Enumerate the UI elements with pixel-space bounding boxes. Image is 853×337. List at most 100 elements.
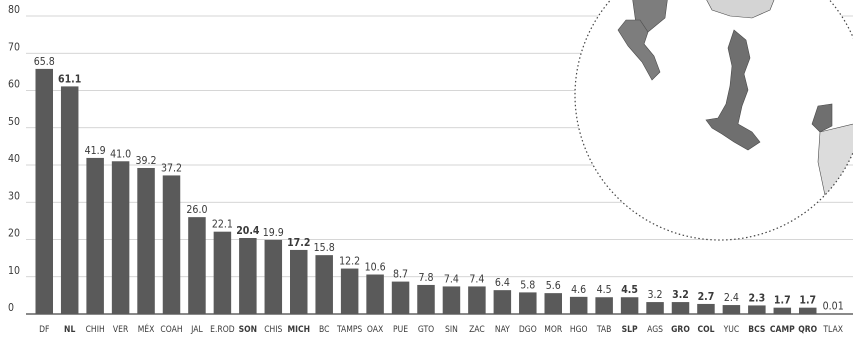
category-label: CAMP: [770, 325, 795, 335]
category-label: HGO: [570, 325, 588, 335]
bar-value-label: 61.1: [58, 73, 81, 85]
bar: [442, 286, 461, 314]
map-region: [705, 29, 761, 151]
bar: [366, 274, 384, 314]
bar: [35, 68, 53, 315]
bar: [239, 238, 257, 314]
category-label: CHIS: [264, 325, 282, 335]
y-tick-label: 0: [8, 302, 14, 314]
bar: [111, 161, 130, 314]
bar-value-label: 22.1: [212, 219, 233, 231]
bar-value-label: 5.8: [520, 279, 535, 291]
map-region: [703, 0, 777, 19]
y-tick-label: 30: [8, 190, 20, 202]
bar-value-label: 39.2: [136, 155, 157, 167]
category-label: QRO: [798, 325, 817, 335]
category-label: DGO: [519, 325, 537, 335]
bar-value-label: 7.4: [444, 273, 459, 285]
map-inset: [574, 0, 853, 241]
category-label: MÉX: [138, 323, 155, 335]
map-region: [617, 19, 661, 81]
bar: [493, 290, 512, 314]
bar: [391, 281, 410, 314]
category-label: SIN: [445, 325, 458, 335]
y-tick-label: 50: [8, 116, 20, 128]
category-label: MICH: [288, 325, 310, 335]
category-label: BC: [319, 325, 329, 335]
bar-value-label: 1.7: [774, 295, 791, 307]
bar-value-label: 2.3: [748, 292, 765, 304]
map-region: [811, 103, 833, 133]
bar: [799, 307, 817, 314]
y-tick-label: 10: [8, 265, 20, 277]
category-label: YUC: [723, 325, 740, 335]
category-label: GTO: [418, 325, 434, 335]
category-label: SLP: [622, 325, 638, 335]
category-label: ZAC: [469, 325, 485, 335]
bar: [620, 297, 639, 314]
bar: [86, 157, 104, 314]
bar: [417, 284, 435, 314]
bar: [340, 268, 359, 314]
y-tick-label: 70: [8, 41, 20, 53]
bar: [315, 255, 333, 314]
bar-value-label: 3.2: [648, 289, 663, 301]
bar-value-label: 26.0: [186, 204, 207, 216]
bar-value-label: 3.2: [672, 289, 689, 301]
bar: [213, 231, 232, 314]
bar: [188, 217, 206, 314]
bar-value-label: 4.5: [597, 284, 612, 296]
bar-value-label: 17.2: [287, 237, 310, 249]
category-label: AGS: [647, 325, 663, 335]
bar: [595, 297, 613, 314]
bar-value-label: 12.2: [339, 256, 360, 268]
bar: [748, 305, 766, 314]
bar: [824, 313, 842, 314]
bar-value-label: 41.9: [85, 145, 106, 157]
category-label: OAX: [367, 325, 383, 335]
bar: [773, 307, 792, 314]
bar-value-label: 5.6: [546, 280, 561, 292]
bar-value-label: 1.7: [799, 295, 816, 307]
bar-value-label: 41.0: [110, 148, 131, 160]
category-label: COL: [697, 325, 714, 335]
bar-value-label: 7.4: [469, 273, 484, 285]
category-label: NAY: [495, 325, 510, 335]
bar-value-label: 2.7: [698, 291, 715, 303]
bar: [646, 302, 664, 314]
bar-value-label: 20.4: [236, 225, 260, 237]
category-label: DF: [39, 325, 49, 335]
y-tick-label: 80: [8, 4, 20, 16]
bar: [137, 167, 155, 314]
bar: [722, 305, 741, 314]
category-label: GRO: [671, 325, 690, 335]
category-label: VER: [113, 325, 129, 335]
bar: [290, 249, 308, 314]
category-label: E.ROD: [210, 325, 235, 335]
bar-value-label: 37.2: [161, 162, 182, 174]
bar: [60, 86, 79, 314]
bar: [162, 175, 181, 314]
category-label: COAH: [160, 325, 182, 335]
y-tick-label: 60: [8, 79, 20, 91]
category-label: TLAX: [822, 325, 843, 335]
bar-value-label: 7.8: [418, 272, 433, 284]
bar: [697, 303, 715, 314]
bar-value-label: 6.4: [495, 277, 510, 289]
category-label: PUE: [393, 325, 408, 335]
map-region: [817, 119, 853, 240]
bar-value-label: 15.8: [314, 242, 335, 254]
bar-value-label: 4.5: [621, 284, 638, 296]
bar-value-label: 2.4: [724, 292, 739, 304]
category-label: TAMPS: [336, 325, 362, 335]
bar-value-label: 65.8: [34, 56, 55, 68]
bar: [569, 296, 588, 314]
bar: [468, 286, 486, 314]
category-label: BCS: [748, 325, 765, 335]
bar: [264, 239, 283, 314]
y-tick-label: 40: [8, 153, 20, 165]
category-label: TAB: [596, 325, 612, 335]
category-label: CHIH: [86, 325, 105, 335]
